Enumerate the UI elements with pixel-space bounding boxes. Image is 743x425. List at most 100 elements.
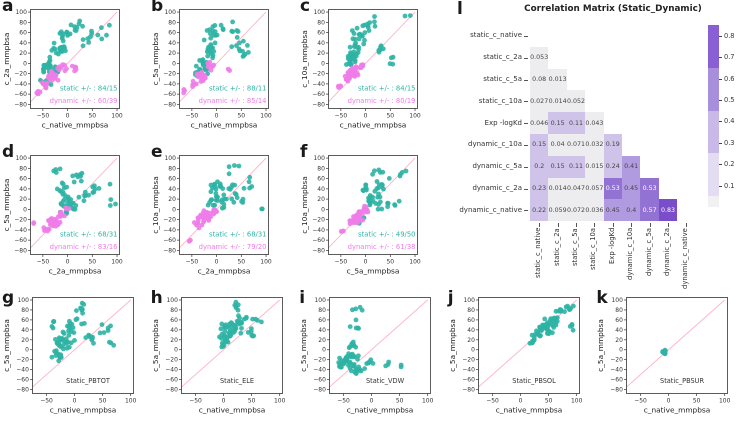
y-tick-label: 20 [168, 196, 176, 203]
y-tick-label: 40 [19, 40, 27, 47]
data-point [351, 68, 356, 74]
x-axis-label: c_native_mmpbsa [495, 405, 562, 414]
colorbar-segment [708, 25, 719, 68]
y-tick-label: 0 [172, 206, 176, 213]
y-tick-label: 100 [17, 297, 29, 304]
data-point [31, 221, 37, 226]
heatmap-row-label: dynamic_c_10a [468, 140, 522, 149]
y-tick-label: −60 [163, 237, 176, 244]
y-axis-label: c_5a_mmpbsa [596, 319, 605, 372]
row-tick [524, 57, 528, 59]
x-axis-label: c_native_mmpbsa [644, 405, 711, 414]
data-point [67, 323, 72, 329]
data-point [227, 68, 232, 73]
method-label: Static_PBSOL [512, 377, 556, 385]
heatmap-row-label: dynamic_c_native [459, 205, 522, 214]
y-tick-label: −80 [165, 387, 178, 394]
data-point [90, 190, 96, 195]
data-point [220, 27, 226, 33]
x-tick-label: −50 [186, 113, 199, 120]
data-point [350, 351, 355, 357]
row-tick [524, 210, 528, 212]
method-label: Static_VDW [366, 377, 405, 385]
data-point [80, 43, 86, 49]
data-point [212, 182, 217, 188]
data-point [236, 163, 242, 169]
data-point [374, 179, 380, 184]
colorbar-segment [708, 196, 719, 207]
data-point [259, 206, 265, 212]
y-tick-label: −40 [14, 227, 27, 234]
data-point [107, 22, 112, 28]
identity-line [626, 299, 726, 388]
y-tick-label: 0 [25, 347, 29, 354]
data-point [206, 46, 212, 51]
data-point [218, 326, 223, 332]
y-tick-label: −80 [163, 101, 176, 108]
heatmap-col-label: dynamic_c_2a [663, 228, 671, 277]
y-tick-label: 20 [467, 337, 475, 344]
data-point [549, 330, 555, 336]
static-points [527, 303, 576, 346]
y-axis-label: c_5a_mmpbsa [151, 33, 160, 86]
dynamic-points [336, 62, 366, 90]
y-tick-label: 100 [612, 297, 624, 304]
y-tick-label: 0 [23, 60, 27, 67]
y-tick-label: −40 [611, 367, 624, 374]
y-tick-label: 20 [19, 50, 27, 57]
y-tick-label: −20 [14, 217, 27, 224]
row-tick [524, 35, 528, 37]
x-tick-label: 0 [364, 259, 368, 266]
x-tick-label: −50 [335, 259, 348, 266]
data-point [561, 309, 567, 315]
data-point [363, 182, 369, 188]
x-tick-label: −50 [635, 397, 648, 404]
data-point [54, 340, 60, 346]
identity-line [32, 299, 131, 388]
data-point [207, 200, 212, 205]
heatmap-row-label: static_c_2a [483, 53, 522, 62]
colorbar-tick [719, 121, 722, 123]
data-point [53, 223, 59, 229]
heatmap-cell: 0.071 [566, 134, 586, 156]
data-point [370, 198, 376, 204]
y-tick-label: 20 [317, 50, 325, 57]
data-point [99, 322, 105, 328]
data-point [553, 322, 559, 328]
data-point [552, 316, 558, 321]
data-point [355, 356, 361, 362]
data-point [229, 321, 234, 326]
y-tick-label: 100 [463, 297, 475, 304]
data-point [379, 206, 385, 212]
colorbar-tick-label: 0.4 [724, 117, 735, 126]
data-point [227, 186, 233, 192]
heatmap-cell: 0.53 [640, 177, 659, 200]
x-tick-label: 50 [386, 113, 394, 120]
data-point [229, 28, 235, 34]
panel-b: b −50 0 50 100 −80 −60 −40 −20 0 20 40 60 80 100 c_nati… [149, 0, 298, 146]
data-point [387, 61, 393, 67]
y-tick-label: 80 [170, 307, 178, 314]
y-tick-label: 40 [19, 186, 27, 193]
data-point [246, 179, 252, 185]
data-point [234, 35, 240, 40]
y-axis-label: c_5a_mmpbsa [299, 319, 308, 372]
y-tick-label: −60 [462, 377, 475, 384]
data-point [91, 340, 96, 346]
data-point [97, 330, 103, 336]
x-tick-label: 0 [73, 397, 77, 404]
data-point [235, 29, 241, 34]
data-point [346, 345, 352, 351]
x-tick-label: 50 [88, 113, 96, 120]
colorbar-tick [719, 185, 722, 187]
colorbar-tick [719, 57, 722, 59]
y-tick-label: −60 [165, 377, 178, 384]
data-point [188, 237, 193, 243]
y-tick-label: 100 [164, 155, 176, 162]
heatmap-col-label: dynamic_c_5a [644, 228, 653, 277]
panel-h: h −50 0 50 100 −80 −60 −40 −20 0 20 40 60 80 100 c_nati… [149, 289, 298, 425]
heatmap-cell: 0.83 [658, 199, 678, 222]
y-tick-label: 80 [318, 307, 326, 314]
panel-letter-g: g [2, 288, 15, 308]
